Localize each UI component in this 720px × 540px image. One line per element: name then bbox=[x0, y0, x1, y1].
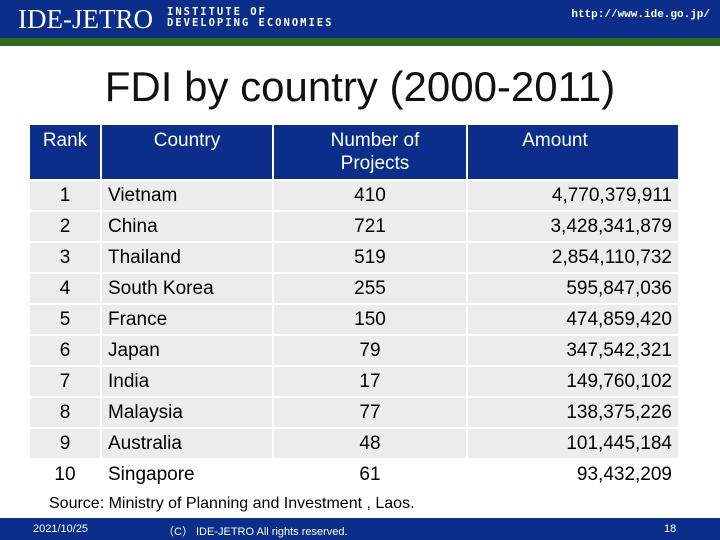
amount-cell: 93,432,209 bbox=[466, 460, 678, 489]
table-row: 10 Singapore 61 93,432,209 bbox=[30, 460, 678, 489]
country-cell: India bbox=[100, 367, 272, 396]
header-rank: Rank bbox=[30, 125, 100, 179]
rank-cell: 5 bbox=[30, 305, 100, 334]
projects-cell: 519 bbox=[272, 243, 466, 272]
projects-cell: 410 bbox=[272, 181, 466, 210]
country-cell: China bbox=[100, 212, 272, 241]
projects-cell: 17 bbox=[272, 367, 466, 396]
projects-cell: 79 bbox=[272, 336, 466, 365]
table-row: 3 Thailand 519 2,854,110,732 bbox=[30, 243, 678, 272]
amount-cell: 4,770,379,911 bbox=[466, 181, 678, 210]
rank-cell: 4 bbox=[30, 274, 100, 303]
country-cell: Singapore bbox=[100, 460, 272, 489]
header-projects: Number of Projects bbox=[272, 125, 466, 179]
header-accent-bar bbox=[0, 38, 720, 46]
header-country: Country bbox=[100, 125, 272, 179]
table-header-row: Rank Country Number of Projects Amount bbox=[30, 125, 678, 179]
slide-title: FDI by country (2000-2011) bbox=[104, 63, 616, 110]
projects-cell: 77 bbox=[272, 398, 466, 427]
fdi-table: Rank Country Number of Projects Amount 1… bbox=[30, 123, 678, 491]
table-row: 6 Japan 79 347,542,321 bbox=[30, 336, 678, 365]
country-cell: France bbox=[100, 305, 272, 334]
footer-copyright: （C） IDE-JETRO All rights reserved. bbox=[163, 526, 348, 538]
country-cell: Australia bbox=[100, 429, 272, 458]
header-amount: Amount bbox=[466, 125, 678, 179]
country-cell: Malaysia bbox=[100, 398, 272, 427]
rank-cell: 1 bbox=[30, 181, 100, 210]
country-cell: Thailand bbox=[100, 243, 272, 272]
institute-name: INSTITUTE OF DEVELOPING ECONOMIES bbox=[167, 7, 333, 29]
country-cell: Vietnam bbox=[100, 181, 272, 210]
projects-cell: 255 bbox=[272, 274, 466, 303]
country-cell: South Korea bbox=[100, 274, 272, 303]
page-number: 18 bbox=[664, 523, 677, 535]
table-row: 9 Australia 48 101,445,184 bbox=[30, 429, 678, 458]
table-row: 5 France 150 474,859,420 bbox=[30, 305, 678, 334]
amount-cell: 347,542,321 bbox=[466, 336, 678, 365]
table-row: 4 South Korea 255 595,847,036 bbox=[30, 274, 678, 303]
source-note: Source: Ministry of Planning and Investm… bbox=[49, 495, 415, 512]
rank-cell: 3 bbox=[30, 243, 100, 272]
projects-cell: 61 bbox=[272, 460, 466, 489]
rank-cell: 6 bbox=[30, 336, 100, 365]
amount-cell: 138,375,226 bbox=[466, 398, 678, 427]
amount-cell: 2,854,110,732 bbox=[466, 243, 678, 272]
table-row: 1 Vietnam 410 4,770,379,911 bbox=[30, 181, 678, 210]
table-row: 2 China 721 3,428,341,879 bbox=[30, 212, 678, 241]
header-bar bbox=[0, 0, 720, 38]
projects-cell: 721 bbox=[272, 212, 466, 241]
amount-cell: 101,445,184 bbox=[466, 429, 678, 458]
institute-line-1: INSTITUTE OF bbox=[167, 6, 267, 18]
amount-cell: 595,847,036 bbox=[466, 274, 678, 303]
amount-cell: 474,859,420 bbox=[466, 305, 678, 334]
rank-cell: 2 bbox=[30, 212, 100, 241]
rank-cell: 10 bbox=[30, 460, 100, 489]
projects-cell: 150 bbox=[272, 305, 466, 334]
institute-line-2: DEVELOPING ECONOMIES bbox=[167, 17, 334, 29]
table-row: 7 India 17 149,760,102 bbox=[30, 367, 678, 396]
projects-cell: 48 bbox=[272, 429, 466, 458]
footer-date: 2021/10/25 bbox=[33, 523, 89, 535]
rank-cell: 8 bbox=[30, 398, 100, 427]
amount-cell: 3,428,341,879 bbox=[466, 212, 678, 241]
ide-jetro-logo: IDE-JETRO bbox=[18, 4, 153, 34]
country-cell: Japan bbox=[100, 336, 272, 365]
header-url: http://www.ide.go.jp/ bbox=[571, 9, 710, 21]
table-row: 8 Malaysia 77 138,375,226 bbox=[30, 398, 678, 427]
footer-bar bbox=[0, 518, 720, 540]
rank-cell: 7 bbox=[30, 367, 100, 396]
rank-cell: 9 bbox=[30, 429, 100, 458]
amount-cell: 149,760,102 bbox=[466, 367, 678, 396]
